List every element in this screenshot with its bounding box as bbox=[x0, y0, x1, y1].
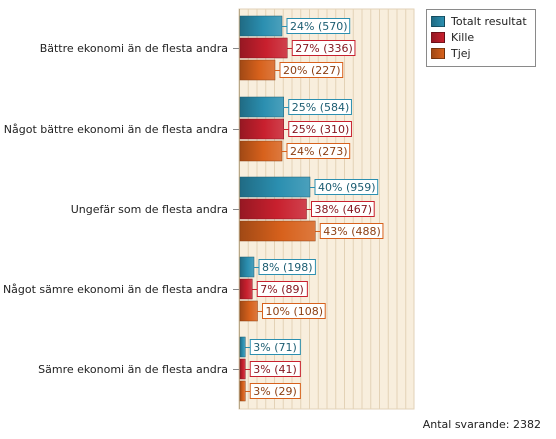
category-label: Något sämre ekonomi än de flesta andra bbox=[3, 283, 228, 296]
data-label: 3% (41) bbox=[253, 363, 297, 376]
bar bbox=[239, 37, 288, 59]
legend-swatch-totalt bbox=[431, 15, 445, 27]
category-label: Ungefär som de flesta andra bbox=[71, 203, 228, 216]
data-label-box bbox=[258, 259, 316, 275]
data-label-box bbox=[286, 18, 351, 34]
data-label: 43% (488) bbox=[323, 225, 381, 238]
data-labels: 24% (570) 27% (336) 20% (227) 25% (584) 25% … bbox=[245, 18, 384, 399]
bar bbox=[239, 220, 316, 242]
data-label-box bbox=[319, 223, 384, 239]
legend-swatch-kille bbox=[431, 31, 445, 43]
legend-item-kille: Kille bbox=[431, 29, 531, 45]
data-label: 10% (108) bbox=[266, 305, 324, 318]
data-label: 8% (198) bbox=[262, 261, 313, 274]
bars-layer bbox=[239, 15, 316, 402]
category-label: Bättre ekonomi än de flesta andra bbox=[40, 42, 228, 55]
data-label-box bbox=[314, 179, 379, 195]
data-label: 40% (959) bbox=[318, 181, 376, 194]
legend-item-tjej: Tjej bbox=[431, 45, 531, 61]
bar bbox=[239, 300, 258, 322]
bar bbox=[239, 256, 255, 278]
respondent-count: Antal svarande: 2382 bbox=[422, 418, 541, 431]
data-label-box bbox=[262, 303, 326, 319]
legend-item-totalt: Totalt resultat bbox=[431, 13, 531, 29]
data-label: 3% (29) bbox=[253, 385, 297, 398]
data-label: 25% (310) bbox=[292, 123, 350, 136]
data-label-box bbox=[249, 383, 301, 399]
data-label-box bbox=[288, 121, 352, 137]
bar bbox=[239, 176, 311, 198]
data-label: 24% (273) bbox=[290, 145, 348, 158]
legend-label-kille: Kille bbox=[451, 30, 475, 44]
bar bbox=[239, 380, 246, 402]
data-label: 7% (89) bbox=[260, 283, 304, 296]
bar bbox=[239, 96, 284, 118]
data-label: 25% (584) bbox=[292, 101, 350, 114]
category-label: Något bättre ekonomi än de flesta andra bbox=[4, 123, 228, 136]
legend: Totalt resultat Kille Tjej bbox=[426, 9, 536, 67]
data-label-box bbox=[288, 99, 352, 115]
data-label-box bbox=[291, 40, 356, 56]
bar bbox=[239, 15, 283, 37]
bar bbox=[239, 358, 246, 380]
data-label-box bbox=[311, 201, 375, 217]
data-label-box bbox=[256, 281, 308, 297]
bar bbox=[239, 198, 307, 220]
legend-label-tjej: Tjej bbox=[451, 46, 471, 60]
category-label: Sämre ekonomi än de flesta andra bbox=[38, 363, 228, 376]
data-label: 27% (336) bbox=[295, 42, 353, 55]
bar bbox=[239, 118, 284, 140]
category-labels: Bättre ekonomi än de flesta andra Något b… bbox=[3, 42, 239, 376]
data-label-box bbox=[249, 339, 301, 355]
bar bbox=[239, 278, 253, 300]
data-label-box bbox=[279, 62, 344, 78]
data-label-box bbox=[286, 143, 351, 159]
data-label: 24% (570) bbox=[290, 20, 348, 33]
data-label: 20% (227) bbox=[283, 64, 341, 77]
data-label-box bbox=[249, 361, 301, 377]
bar bbox=[239, 59, 276, 81]
data-label: 38% (467) bbox=[315, 203, 373, 216]
data-label: 3% (71) bbox=[253, 341, 297, 354]
bar bbox=[239, 140, 283, 162]
bar bbox=[239, 336, 246, 358]
legend-swatch-tjej bbox=[431, 47, 445, 59]
legend-label-totalt: Totalt resultat bbox=[451, 14, 527, 28]
